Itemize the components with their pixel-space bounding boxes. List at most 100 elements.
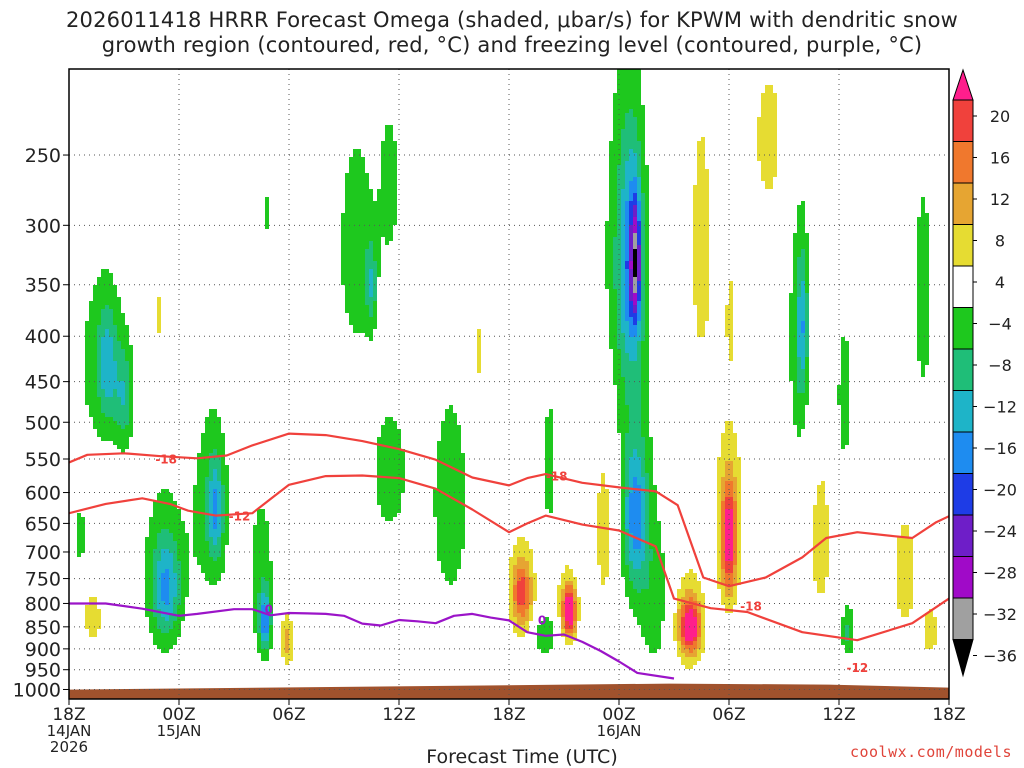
omega-cell — [685, 609, 689, 613]
omega-cell — [613, 257, 621, 261]
omega-cell — [181, 581, 189, 585]
omega-cell — [685, 653, 697, 657]
omega-cell — [641, 321, 645, 325]
omega-cell — [153, 637, 177, 641]
omega-cell — [693, 229, 709, 233]
omega-cell — [597, 497, 609, 501]
omega-cell — [625, 581, 633, 585]
omega-cell — [625, 225, 629, 229]
omega-cell — [917, 337, 929, 341]
omega-cell — [621, 245, 625, 249]
x-tick-label: 12Z — [822, 705, 855, 725]
omega-cell — [717, 565, 721, 569]
colorbar-tick-label: 8 — [995, 232, 1005, 251]
omega-cell — [625, 185, 629, 189]
omega-cell — [129, 389, 133, 393]
omega-cell — [805, 261, 809, 265]
omega-cell — [737, 513, 741, 517]
omega-cell — [637, 297, 641, 301]
omega-cell — [513, 545, 529, 549]
omega-cell — [925, 637, 937, 641]
omega-cell — [509, 585, 513, 589]
omega-cell — [725, 581, 733, 585]
omega-cell — [165, 601, 169, 605]
omega-cell — [685, 629, 697, 633]
omega-cell — [625, 493, 629, 497]
omega-cell — [365, 257, 373, 261]
omega-cell — [805, 309, 809, 313]
omega-cell — [261, 641, 269, 645]
omega-cell — [269, 589, 273, 593]
omega-cell — [725, 549, 733, 553]
omega-cell — [205, 537, 213, 541]
omega-cell — [845, 605, 849, 609]
omega-cell — [177, 553, 189, 557]
omega-cell — [645, 221, 649, 225]
omega-cell — [717, 477, 721, 481]
omega-cell — [221, 489, 225, 493]
omega-cell — [261, 633, 269, 637]
omega-cell — [609, 201, 617, 205]
omega-cell — [701, 609, 705, 613]
omega-cell — [721, 577, 725, 581]
omega-cell — [161, 489, 169, 493]
omega-cell — [625, 181, 629, 185]
omega-cell — [613, 241, 621, 245]
omega-cell — [157, 325, 161, 329]
omega-cell — [113, 341, 121, 345]
omega-cell — [629, 601, 665, 605]
omega-cell — [153, 565, 157, 569]
omega-cell — [121, 425, 125, 429]
omega-cell — [157, 601, 165, 605]
omega-cell — [221, 525, 225, 529]
omega-cell — [565, 641, 573, 645]
omega-cell — [641, 421, 649, 425]
omega-cell — [757, 145, 777, 149]
omega-cell — [793, 413, 805, 417]
omega-cell — [645, 537, 649, 541]
omega-cell — [269, 593, 273, 597]
omega-cell — [641, 381, 649, 385]
omega-cell — [221, 473, 229, 477]
omega-cell — [477, 369, 481, 373]
omega-cell — [637, 321, 641, 325]
omega-cell — [209, 497, 213, 501]
omega-cell — [621, 561, 625, 565]
omega-cell — [477, 365, 481, 369]
omega-cell — [613, 97, 641, 101]
omega-cell — [517, 585, 525, 589]
omega-cell — [641, 145, 645, 149]
omega-cell — [629, 149, 633, 153]
omega-cell — [633, 477, 637, 481]
omega-cell — [153, 581, 157, 585]
omega-cell — [369, 269, 373, 273]
omega-cell — [205, 533, 209, 537]
omega-cell — [221, 465, 229, 469]
site-credit[interactable]: coolwx.com/models — [849, 743, 1012, 761]
omega-cell — [545, 449, 553, 453]
omega-cell — [197, 453, 209, 457]
omega-cell — [77, 545, 85, 549]
omega-cell — [561, 597, 565, 601]
omega-cell — [617, 225, 621, 229]
omega-cell — [609, 329, 617, 333]
omega-cell — [645, 529, 649, 533]
omega-cell — [625, 121, 637, 125]
colorbar-swatch — [952, 473, 974, 516]
colorbar-tick-label: −20 — [983, 481, 1017, 500]
omega-cell — [269, 597, 273, 601]
omega-cell — [77, 529, 85, 533]
omega-cell — [573, 581, 577, 585]
omega-cell — [513, 585, 517, 589]
omega-cell — [797, 329, 801, 333]
omega-cell — [685, 605, 693, 609]
omega-cell — [145, 541, 157, 545]
omega-cell — [261, 585, 269, 589]
omega-cell — [269, 645, 273, 649]
omega-cell — [345, 301, 365, 305]
omega-cell — [641, 417, 649, 421]
omega-cell — [925, 613, 933, 617]
omega-cell — [173, 561, 181, 565]
omega-cell — [721, 545, 725, 549]
omega-cell — [217, 469, 221, 473]
